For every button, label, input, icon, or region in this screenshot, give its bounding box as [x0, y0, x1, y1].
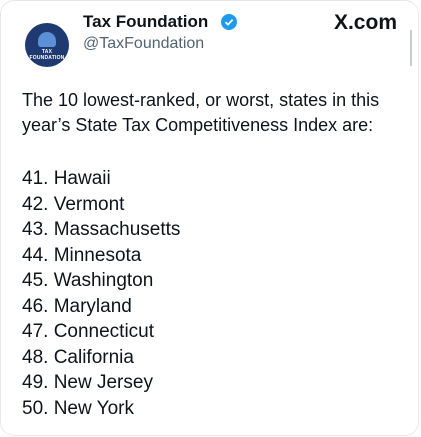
avatar[interactable]: TAX FOUNDATION [25, 23, 69, 67]
list-item: 42. Vermont [22, 193, 125, 215]
list-item: 47. Connecticut [22, 321, 155, 342]
avatar-text: TAX FOUNDATION [29, 49, 65, 61]
list-item: 41. Hawaii [22, 168, 111, 189]
list-item: 50. New York [22, 397, 134, 419]
list-item: 48. California [22, 346, 134, 368]
list-item: 45. Washington [22, 270, 154, 291]
scrollbar [410, 30, 412, 66]
list-item: 49. New Jersey [22, 372, 153, 393]
brand[interactable]: X.com [333, 11, 397, 34]
state-list: 41. Hawaii 42. Vermont 43. Massachusetts 44… [22, 166, 180, 421]
list-item: 44. Minnesota [22, 244, 142, 266]
tweet-text: The 10 lowest-ranked, or worst, states i… [22, 90, 380, 135]
list-item: 46. Maryland [22, 295, 132, 317]
account-name[interactable]: Tax Foundation [83, 12, 209, 31]
list-item: 43. Massachusetts [22, 219, 181, 240]
avatar-logo [38, 32, 56, 47]
verified-badge [221, 14, 237, 30]
account-handle[interactable]: @TaxFoundation [83, 35, 205, 52]
